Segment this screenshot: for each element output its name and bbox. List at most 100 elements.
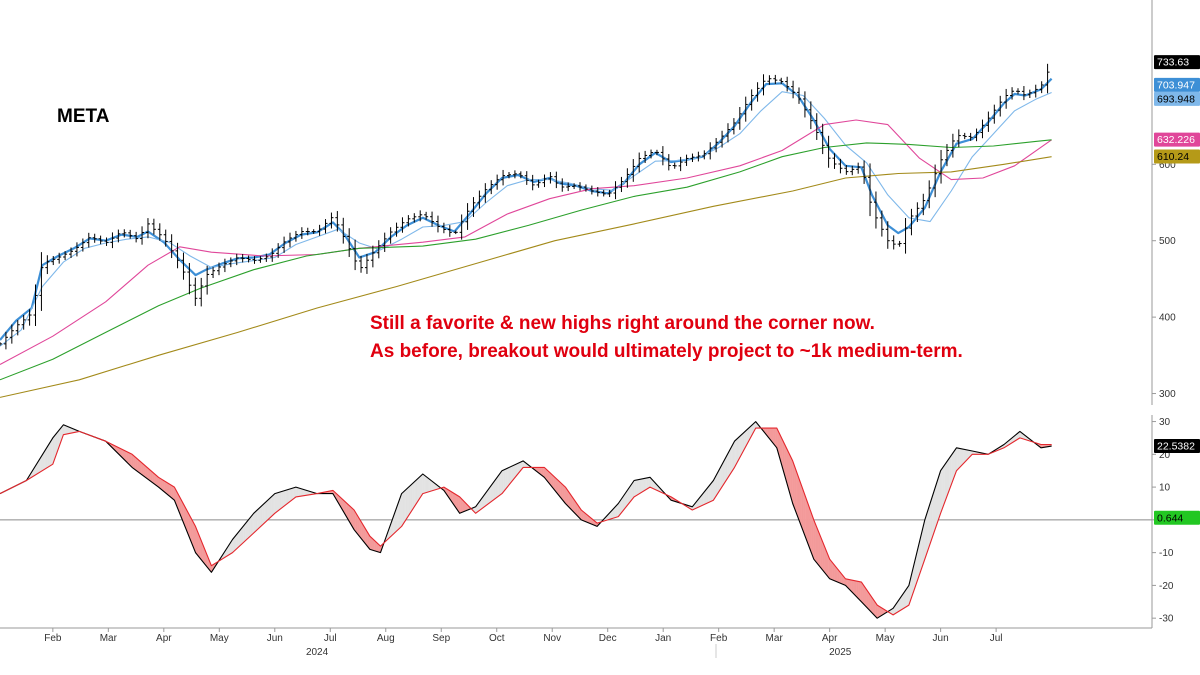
osc-fill-segment [500, 469, 504, 495]
osc-fill-segment [412, 481, 415, 511]
month-label: Jun [933, 633, 949, 644]
month-label: Nov [543, 633, 561, 644]
ticker-label: META [57, 106, 110, 127]
price-moving-averages [0, 77, 1053, 398]
osc-fill-segment [300, 488, 303, 497]
osc-fill-segment [860, 581, 863, 604]
osc-fill-segment [416, 477, 419, 504]
price-series-line [0, 139, 1052, 381]
price-tick-label: 600 [1159, 160, 1176, 171]
x-axis-labels: Feb Mar Apr May Jun Jul Aug Sep Oct Nov Dec Jan Feb M… [44, 628, 1003, 658]
price-series-line [0, 156, 1052, 398]
osc-fill-segment [807, 502, 810, 549]
price-tick-label: 300 [1159, 389, 1176, 400]
osc-fill-segment [803, 490, 806, 537]
value-tag-label: 0.644 [1157, 512, 1183, 524]
osc-fill-segment [957, 447, 960, 470]
osc-fill-segment [636, 479, 639, 496]
osc-fill-segment [733, 439, 736, 470]
osc-fill-segment [409, 483, 413, 514]
osc-fill-segment [407, 485, 411, 518]
osc-fill-segment [800, 484, 804, 532]
osc-fill-segment [249, 515, 252, 538]
month-label: Jun [267, 633, 283, 644]
osc-fill-segment [505, 468, 508, 491]
month-label: Aug [377, 633, 395, 644]
osc-fill-segment [796, 472, 800, 521]
osc-fill-segment [266, 499, 269, 522]
osc-series-line [0, 421, 1052, 619]
value-tag [1154, 77, 1200, 92]
osc-fill-segment [278, 491, 282, 511]
osc-fill-segment [809, 508, 812, 554]
price-tick-label: 500 [1159, 236, 1176, 247]
month-label: Mar [100, 633, 118, 644]
value-tag-label: 22.5382 [1157, 441, 1195, 453]
value-tag-label: 703.947 [1157, 79, 1195, 91]
osc-fill-segment [405, 487, 409, 521]
osc-fill-segment [642, 478, 645, 492]
osc-fill-segment [257, 507, 261, 530]
osc-fill-segment [264, 501, 267, 524]
osc-fill-segment [811, 513, 814, 560]
value-tag [1154, 91, 1200, 106]
osc-fill-segment [498, 471, 502, 497]
month-label: Apr [822, 633, 838, 644]
value-tag [1154, 510, 1200, 525]
osc-tick-label: 10 [1159, 483, 1171, 494]
osc-fill-segment [63, 424, 66, 435]
osc-fill-segment [502, 468, 506, 493]
osc-fill-segment [496, 474, 499, 498]
price-series-line [0, 91, 1052, 347]
osc-fill-segment [798, 478, 802, 526]
osc-fill-segment [261, 503, 265, 526]
osc-fill-segment [644, 477, 647, 491]
annotation-line-1: Still a favorite & new highs right aroun… [370, 313, 875, 334]
osc-fill-segment [877, 604, 880, 619]
value-tag-label: 610.24 [1157, 151, 1189, 163]
osc-fill-segment [270, 495, 273, 518]
osc-fill-segment [50, 437, 53, 466]
osc-tick-label: -30 [1159, 614, 1174, 625]
osc-fill-segment [633, 479, 637, 498]
price-y-ticks: 300 400 500 600 [1152, 160, 1176, 400]
osc-fill-segment [959, 448, 962, 468]
osc-fill-segment [426, 476, 430, 493]
osc-fill-segment [283, 490, 286, 508]
osc-tick-label: -10 [1159, 548, 1174, 559]
value-tag-label: 733.63 [1157, 57, 1189, 69]
value-tag [1154, 55, 1200, 70]
osc-fill-segment [792, 460, 795, 510]
osc-fill-segment [942, 464, 945, 508]
value-tag [1154, 439, 1200, 454]
osc-fill-segment [274, 492, 278, 514]
month-label: Feb [710, 633, 728, 644]
osc-fill-segment [640, 478, 643, 494]
osc-fill-segment [813, 519, 817, 563]
osc-fill-segment [297, 487, 301, 497]
price-series-line [0, 119, 1052, 365]
year-label: 2025 [829, 647, 852, 658]
month-label: Feb [44, 633, 62, 644]
osc-fill-segment [255, 509, 259, 532]
osc-fill-segment [276, 492, 280, 512]
osc-fill-segment [424, 475, 428, 494]
osc-fill-segment [638, 479, 641, 495]
osc-fill-segment [287, 488, 290, 504]
osc-fill-segment [858, 581, 861, 602]
osc-fill-segment [259, 505, 263, 528]
osc-fill-segment [280, 490, 284, 509]
osc-fill-segment [295, 486, 299, 498]
osc-fill-segment [253, 510, 256, 534]
month-label: Dec [599, 633, 617, 644]
value-tag [1154, 149, 1200, 164]
osc-fill-segment [401, 491, 404, 527]
value-tag-label: 693.948 [1157, 93, 1195, 105]
month-label: Jan [655, 633, 671, 644]
value-tag [1154, 132, 1200, 147]
month-label: Oct [489, 633, 505, 644]
osc-fill-segment [414, 479, 417, 508]
osc-fill-segment [940, 467, 943, 514]
month-label: Apr [156, 633, 172, 644]
